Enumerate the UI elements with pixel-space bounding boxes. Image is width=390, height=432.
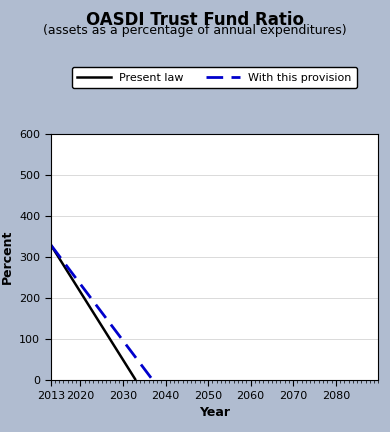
Legend: Present law, With this provision: Present law, With this provision: [72, 67, 357, 88]
Text: (assets as a percentage of annual expenditures): (assets as a percentage of annual expend…: [43, 24, 347, 37]
Y-axis label: Percent: Percent: [1, 230, 14, 284]
X-axis label: Year: Year: [199, 406, 230, 419]
Text: OASDI Trust Fund Ratio: OASDI Trust Fund Ratio: [86, 11, 304, 29]
